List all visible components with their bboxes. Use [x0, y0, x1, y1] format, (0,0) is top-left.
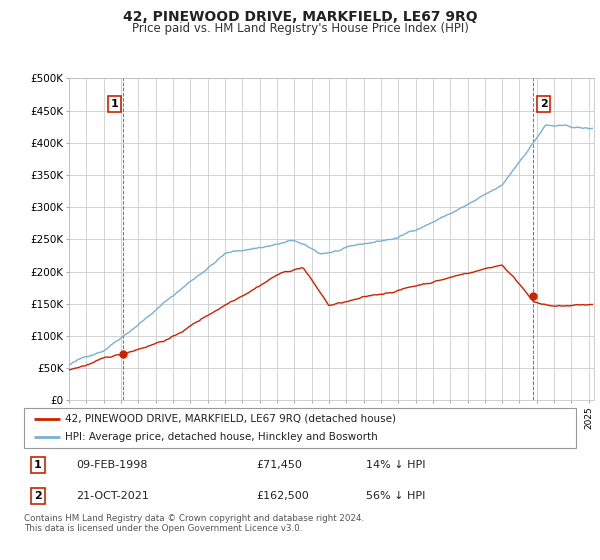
Text: 42, PINEWOOD DRIVE, MARKFIELD, LE67 9RQ: 42, PINEWOOD DRIVE, MARKFIELD, LE67 9RQ — [122, 10, 478, 24]
Text: 21-OCT-2021: 21-OCT-2021 — [76, 491, 149, 501]
Text: Price paid vs. HM Land Registry's House Price Index (HPI): Price paid vs. HM Land Registry's House … — [131, 22, 469, 35]
Text: 1: 1 — [110, 99, 118, 109]
FancyBboxPatch shape — [24, 408, 576, 448]
Text: 1: 1 — [34, 460, 41, 470]
Text: 2: 2 — [540, 99, 548, 109]
Text: £71,450: £71,450 — [256, 460, 302, 470]
Text: HPI: Average price, detached house, Hinckley and Bosworth: HPI: Average price, detached house, Hinc… — [65, 432, 378, 442]
Text: 56% ↓ HPI: 56% ↓ HPI — [366, 491, 425, 501]
Text: 2: 2 — [34, 491, 41, 501]
Text: £162,500: £162,500 — [256, 491, 308, 501]
Text: 09-FEB-1998: 09-FEB-1998 — [76, 460, 148, 470]
Text: 14% ↓ HPI: 14% ↓ HPI — [366, 460, 426, 470]
Text: 42, PINEWOOD DRIVE, MARKFIELD, LE67 9RQ (detached house): 42, PINEWOOD DRIVE, MARKFIELD, LE67 9RQ … — [65, 414, 397, 423]
Text: Contains HM Land Registry data © Crown copyright and database right 2024.
This d: Contains HM Land Registry data © Crown c… — [24, 514, 364, 534]
